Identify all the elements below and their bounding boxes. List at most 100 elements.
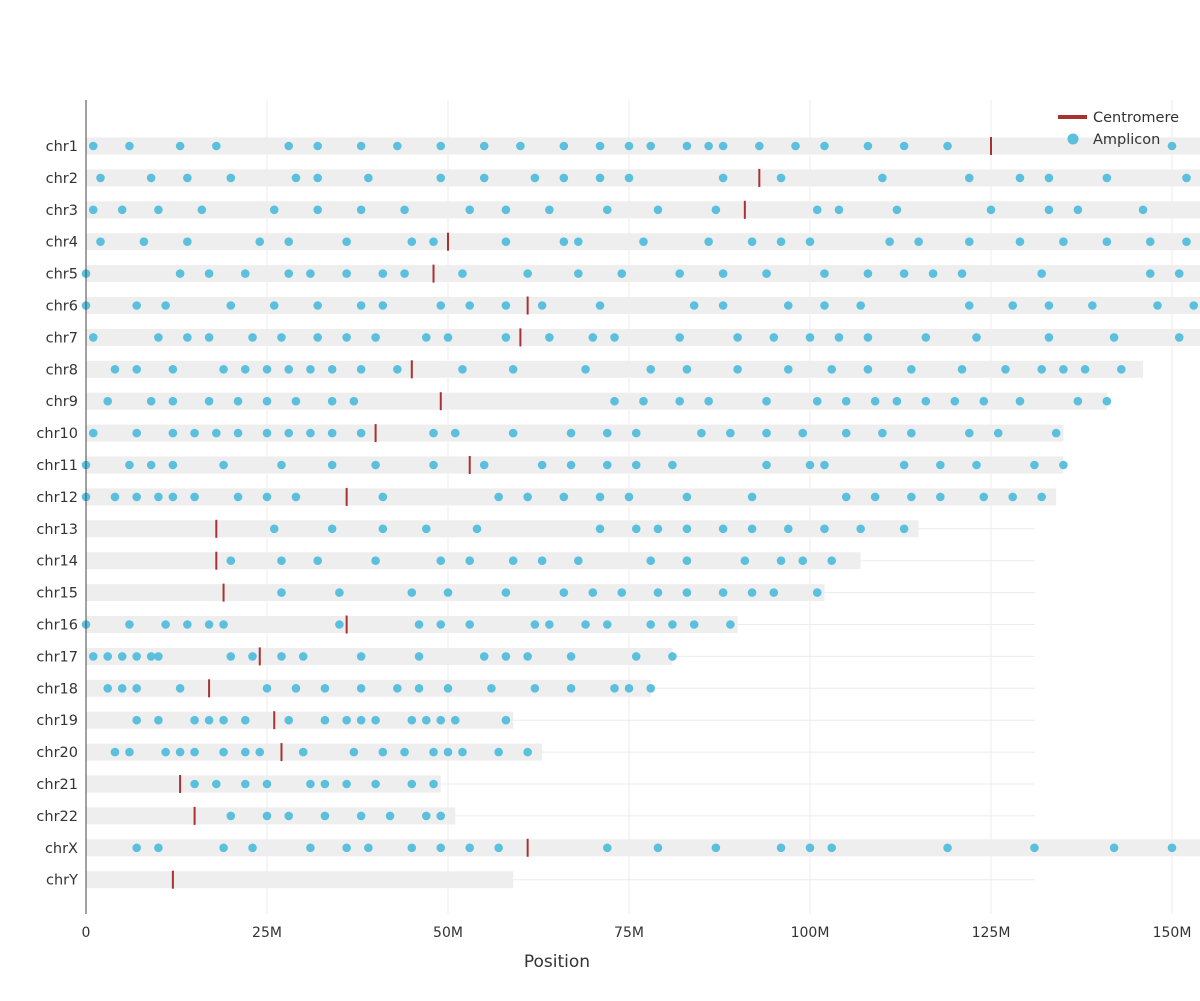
amplicon-point — [146, 460, 156, 470]
amplicon-point — [530, 684, 540, 693]
amplicon-point — [284, 715, 294, 725]
amplicon-point — [726, 428, 735, 438]
amplicon-point — [1059, 237, 1068, 246]
amplicon-point — [769, 333, 779, 342]
amplicon-point — [646, 556, 656, 565]
amplicon-point — [631, 428, 641, 438]
amplicon-point — [494, 492, 503, 502]
chromosome-track — [86, 743, 543, 761]
x-axis-title: Position — [524, 952, 590, 972]
amplicon-point — [364, 843, 373, 853]
amplicon-point — [1167, 843, 1177, 853]
amplicon-point — [718, 524, 728, 534]
amplicon-point — [443, 684, 453, 693]
amplicon-point — [154, 492, 163, 502]
amplicon-point — [566, 460, 576, 470]
amplicon-point — [856, 301, 865, 310]
amplicon-point — [574, 269, 583, 278]
amplicon-point — [863, 269, 873, 278]
amplicon-point — [595, 524, 605, 534]
amplicon-point — [718, 269, 728, 278]
amplicon-point — [342, 333, 351, 342]
amplicon-point — [747, 588, 757, 597]
chromosome-label: chr18 — [36, 681, 78, 697]
amplicon-point — [501, 301, 511, 310]
amplicon-point — [1044, 205, 1054, 215]
amplicon-point — [146, 652, 156, 661]
amplicon-point — [356, 205, 366, 215]
amplicon-point — [1174, 269, 1184, 278]
amplicon-point — [356, 652, 366, 661]
chromosome-label: chr12 — [36, 490, 78, 506]
amplicon-point — [226, 301, 236, 310]
amplicon-point — [653, 843, 663, 853]
chromosome-track — [86, 839, 1200, 857]
amplicon-point — [631, 652, 641, 661]
amplicon-point — [936, 460, 945, 470]
legend-centromere-label: Centromere — [1093, 110, 1179, 126]
amplicon-point — [183, 333, 192, 342]
amplicon-point — [313, 333, 322, 342]
amplicon-point — [371, 460, 380, 470]
amplicon-point — [262, 779, 272, 789]
x-tick-label: 75M — [614, 925, 644, 941]
amplicon-point — [327, 428, 337, 438]
chromosome-label: chr14 — [36, 554, 78, 570]
amplicon-point — [168, 396, 178, 406]
amplicon-point — [820, 269, 829, 278]
amplicon-point — [812, 205, 822, 215]
amplicon-point — [212, 428, 221, 438]
amplicon-point — [595, 173, 605, 183]
amplicon-point — [240, 715, 250, 725]
amplicon-point — [936, 492, 945, 502]
amplicon-point — [255, 237, 265, 246]
amplicon-point — [378, 524, 388, 534]
amplicon-point — [117, 205, 127, 215]
amplicon-point — [878, 173, 887, 183]
amplicon-point — [146, 396, 156, 406]
amplicon-point — [400, 747, 409, 757]
chromosome-label: chr13 — [36, 522, 78, 538]
amplicon-point — [313, 205, 322, 215]
amplicon-point — [559, 173, 569, 183]
amplicon-point — [863, 365, 873, 374]
amplicon-point — [907, 492, 916, 502]
chromosome-label: chr17 — [36, 649, 78, 665]
chromosome-label: chr19 — [36, 713, 78, 729]
amplicon-point — [175, 684, 185, 693]
amplicon-point — [161, 747, 170, 757]
amplicon-point — [407, 779, 417, 789]
amplicon-point — [277, 460, 286, 470]
amplicon-point — [1174, 333, 1184, 342]
amplicon-point — [1001, 365, 1010, 374]
amplicon-point — [1102, 396, 1112, 406]
amplicon-point — [501, 205, 511, 215]
amplicon-point — [501, 715, 511, 725]
amplicon-point — [508, 365, 518, 374]
chromosome-label: chr15 — [36, 586, 78, 602]
amplicon-point — [820, 301, 829, 310]
amplicon-point — [313, 301, 322, 310]
amplicon-point — [964, 428, 974, 438]
amplicon-point — [950, 396, 960, 406]
amplicon-point — [132, 715, 141, 725]
amplicon-point — [175, 269, 185, 278]
amplicon-point — [588, 333, 598, 342]
amplicon-point — [1145, 269, 1155, 278]
amplicon-point — [429, 747, 438, 757]
x-tick-label: 150M — [1153, 925, 1192, 941]
amplicon-point — [349, 396, 359, 406]
legend[interactable]: Centromere Amplicon — [1058, 110, 1179, 148]
amplicon-point — [595, 301, 605, 310]
amplicon-point — [631, 524, 641, 534]
amplicon-point — [675, 396, 684, 406]
amplicon-point — [718, 588, 728, 597]
amplicon-point — [1037, 492, 1046, 502]
chromosome-label: chr3 — [46, 203, 78, 219]
amplicon-point — [885, 237, 894, 246]
amplicon-point — [436, 811, 446, 821]
amplicon-point — [132, 684, 141, 693]
amplicon-point — [262, 492, 272, 502]
amplicon-point — [450, 428, 460, 438]
amplicon-point — [1059, 365, 1068, 374]
